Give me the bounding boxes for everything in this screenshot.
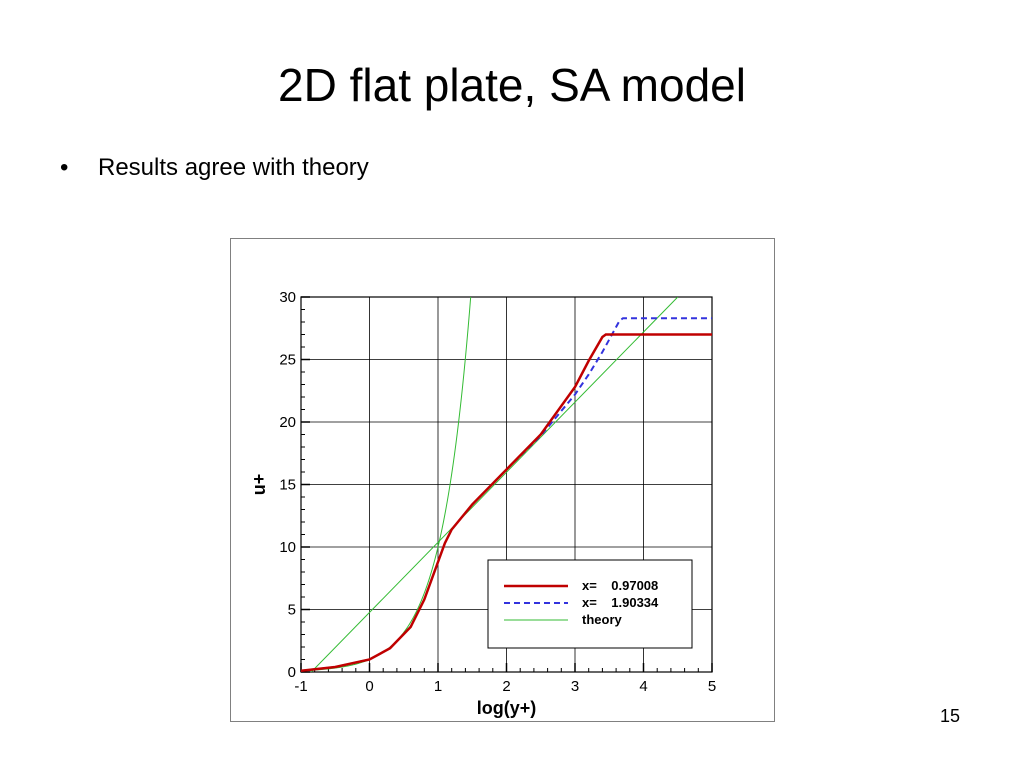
- x-tick-label: 1: [434, 678, 442, 695]
- x-axis-label: log(y+): [477, 698, 537, 718]
- y-tick-label: 20: [279, 414, 296, 431]
- y-axis-label: u+: [249, 474, 269, 496]
- legend-label: theory: [582, 612, 623, 627]
- theory-viscous-line: [301, 297, 472, 672]
- y-tick-label: 30: [279, 289, 296, 306]
- slide-number: 15: [939, 706, 960, 726]
- legend-box: [487, 559, 693, 649]
- legend-label: x= 0.97008: [582, 578, 658, 593]
- slide-title: 2D flat plate, SA model: [278, 59, 746, 111]
- bullet-item: • Results agree with theory: [60, 152, 369, 184]
- x-tick-label: 2: [502, 678, 510, 695]
- x-tick-label: 3: [571, 678, 579, 695]
- y-tick-label: 5: [288, 602, 296, 619]
- theory-log-law-line: [310, 297, 679, 672]
- y-tick-label: 15: [279, 477, 296, 494]
- x-tick-label: 5: [708, 678, 716, 695]
- y-tick-label: 10: [279, 539, 296, 556]
- y-tick-label: 25: [279, 352, 296, 369]
- y-tick-label: 0: [288, 664, 296, 681]
- x-tick-label: 0: [365, 678, 373, 695]
- bullet-marker: •: [60, 154, 69, 181]
- figure-frame: -1 0 1 2 3 4 5 0 5 10 15 20 25 30 log(y+) u+ x= 0.97008 x…: [230, 238, 775, 722]
- bullet-text: Results agree with theory: [98, 154, 369, 181]
- plot-lines: [301, 297, 712, 672]
- x-tick-label: -1: [294, 678, 307, 695]
- x-tick-label: 4: [639, 678, 647, 695]
- series-line-x-0.97008: [301, 333, 712, 672]
- legend-label: x= 1.90334: [582, 595, 659, 610]
